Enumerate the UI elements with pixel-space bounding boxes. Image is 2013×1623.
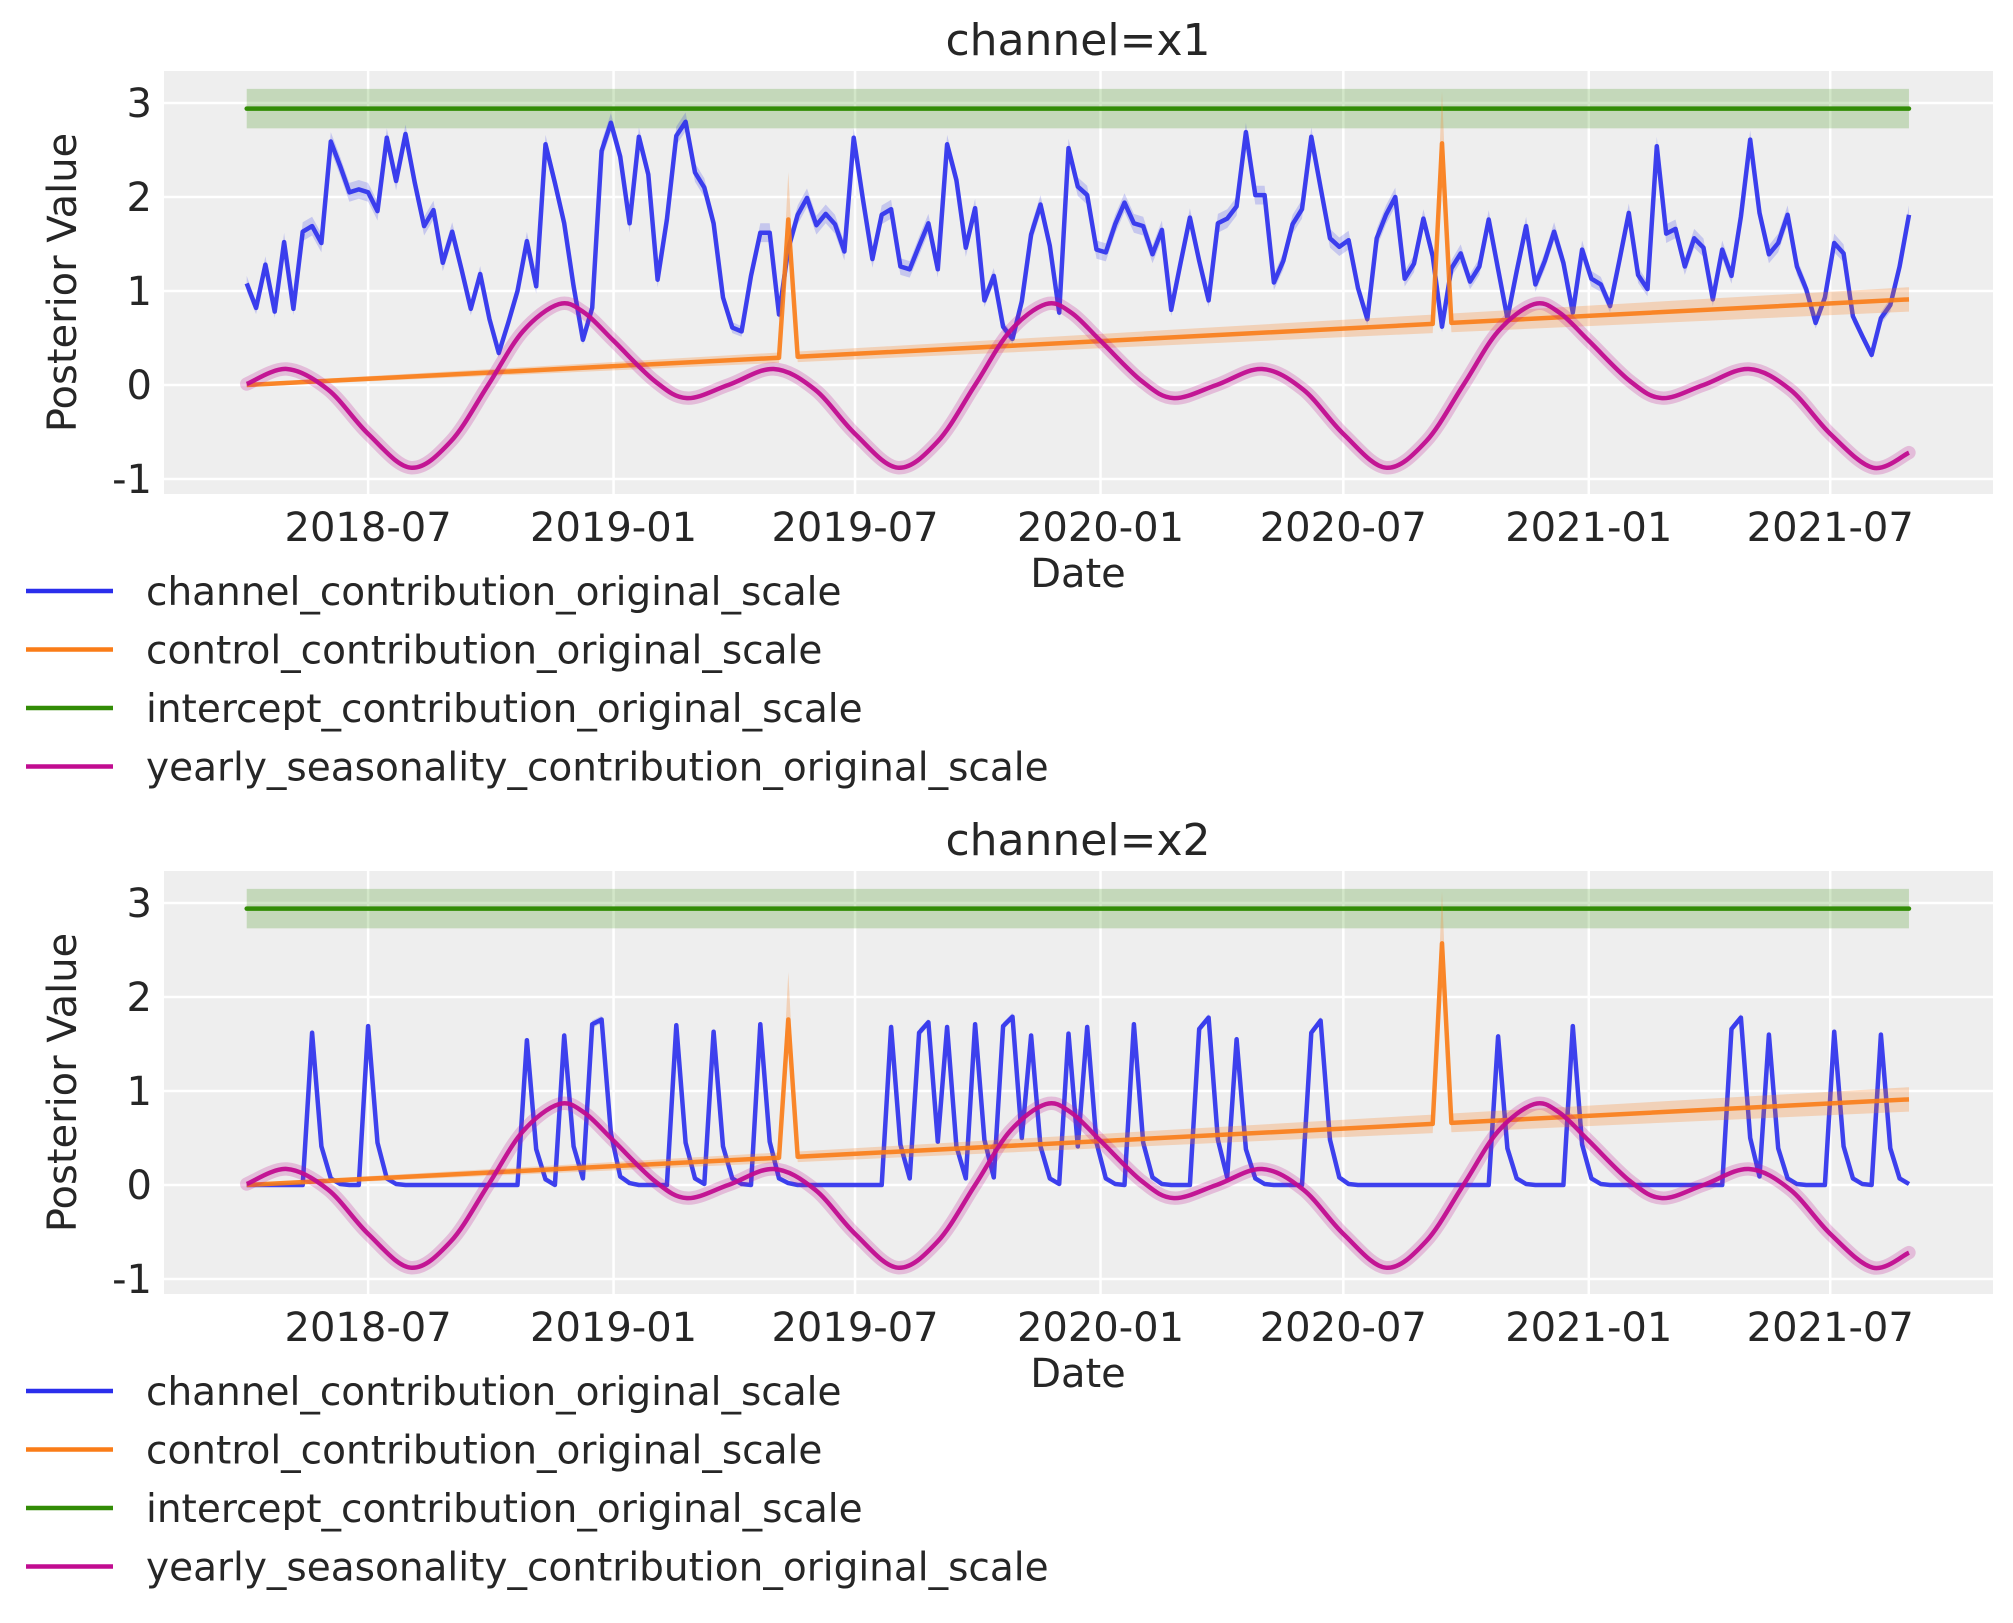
x-tick-label: 2019-01: [530, 505, 697, 551]
y-tick-label: 2: [127, 975, 152, 1021]
legend-label: yearly_seasonality_contribution_original…: [146, 1546, 1049, 1591]
x-tick-label: 2021-01: [1505, 505, 1672, 551]
y-tick-label: 1: [127, 269, 152, 315]
legend-item-control: control_contribution_original_scale: [26, 629, 822, 674]
y-tick-label: 0: [127, 363, 152, 409]
legend-item-control: control_contribution_original_scale: [26, 1429, 822, 1474]
x-tick-label: 2018-07: [285, 1305, 452, 1351]
legend-label: control_contribution_original_scale: [146, 629, 822, 674]
legend-item-seasonality: yearly_seasonality_contribution_original…: [26, 746, 1049, 791]
legend: channel_contribution_original_scalecontr…: [26, 1370, 1049, 1591]
legend: channel_contribution_original_scalecontr…: [26, 570, 1049, 791]
legend-label: channel_contribution_original_scale: [146, 570, 841, 615]
x-tick-label: 2021-01: [1505, 1305, 1672, 1351]
axes-background: [164, 871, 1993, 1294]
legend-label: channel_contribution_original_scale: [146, 1370, 841, 1415]
control-line: [246, 141, 1910, 388]
x-tick-label: 2019-07: [771, 505, 938, 551]
legend-item-channel: channel_contribution_original_scale: [26, 570, 841, 615]
y-tick-label: 3: [127, 881, 152, 927]
x-tick-label: 2019-07: [771, 1305, 938, 1351]
seasonality-line: [245, 301, 1911, 471]
y-axis-label: Posterior Value: [40, 133, 86, 432]
panel-2: 2018-07 2019-01 2019-07 2020-01 2020-07 2021-…: [26, 815, 1993, 1591]
panel-1: 2018-07 2019-01 2019-07 2020-01 2020-07 2021-…: [26, 15, 1993, 791]
x-axis-label: Date: [1030, 1351, 1126, 1397]
y-tick-label: -1: [112, 1257, 152, 1303]
x-tick-label: 2020-01: [1017, 1305, 1184, 1351]
legend-item-intercept: intercept_contribution_original_scale: [26, 1487, 863, 1532]
x-tick-label: 2020-01: [1017, 505, 1184, 551]
control-hdi-band: [246, 891, 1910, 1187]
channel-line: [244, 119, 1912, 358]
seasonality-line: [245, 1101, 1911, 1271]
y-tick-label: 3: [127, 81, 152, 127]
axes-background: [164, 71, 1993, 494]
control-line: [246, 941, 1910, 1188]
x-tick-label: 2018-07: [285, 505, 452, 551]
x-tick-label: 2020-07: [1260, 505, 1427, 551]
control-hdi-band: [246, 91, 1910, 387]
legend-label: intercept_contribution_original_scale: [146, 1487, 863, 1532]
y-axis-label: Posterior Value: [40, 933, 86, 1232]
legend-item-intercept: intercept_contribution_original_scale: [26, 687, 863, 732]
legend-label: control_contribution_original_scale: [146, 1429, 822, 1474]
y-tick-label: 0: [127, 1163, 152, 1209]
x-tick-label: 2019-01: [530, 1305, 697, 1351]
chart-title: channel=x1: [945, 15, 1210, 66]
y-tick-label: 1: [127, 1069, 152, 1115]
y-tick-label: 2: [127, 175, 152, 221]
x-tick-label: 2021-07: [1747, 505, 1914, 551]
legend-item-channel: channel_contribution_original_scale: [26, 1370, 841, 1415]
legend-item-seasonality: yearly_seasonality_contribution_original…: [26, 1546, 1049, 1591]
legend-label: yearly_seasonality_contribution_original…: [146, 746, 1049, 791]
legend-label: intercept_contribution_original_scale: [146, 687, 863, 732]
y-tick-label: -1: [112, 457, 152, 503]
chart-title: channel=x2: [945, 815, 1210, 866]
x-tick-label: 2021-07: [1747, 1305, 1914, 1351]
x-tick-label: 2020-07: [1260, 1305, 1427, 1351]
x-axis-label: Date: [1030, 551, 1126, 597]
